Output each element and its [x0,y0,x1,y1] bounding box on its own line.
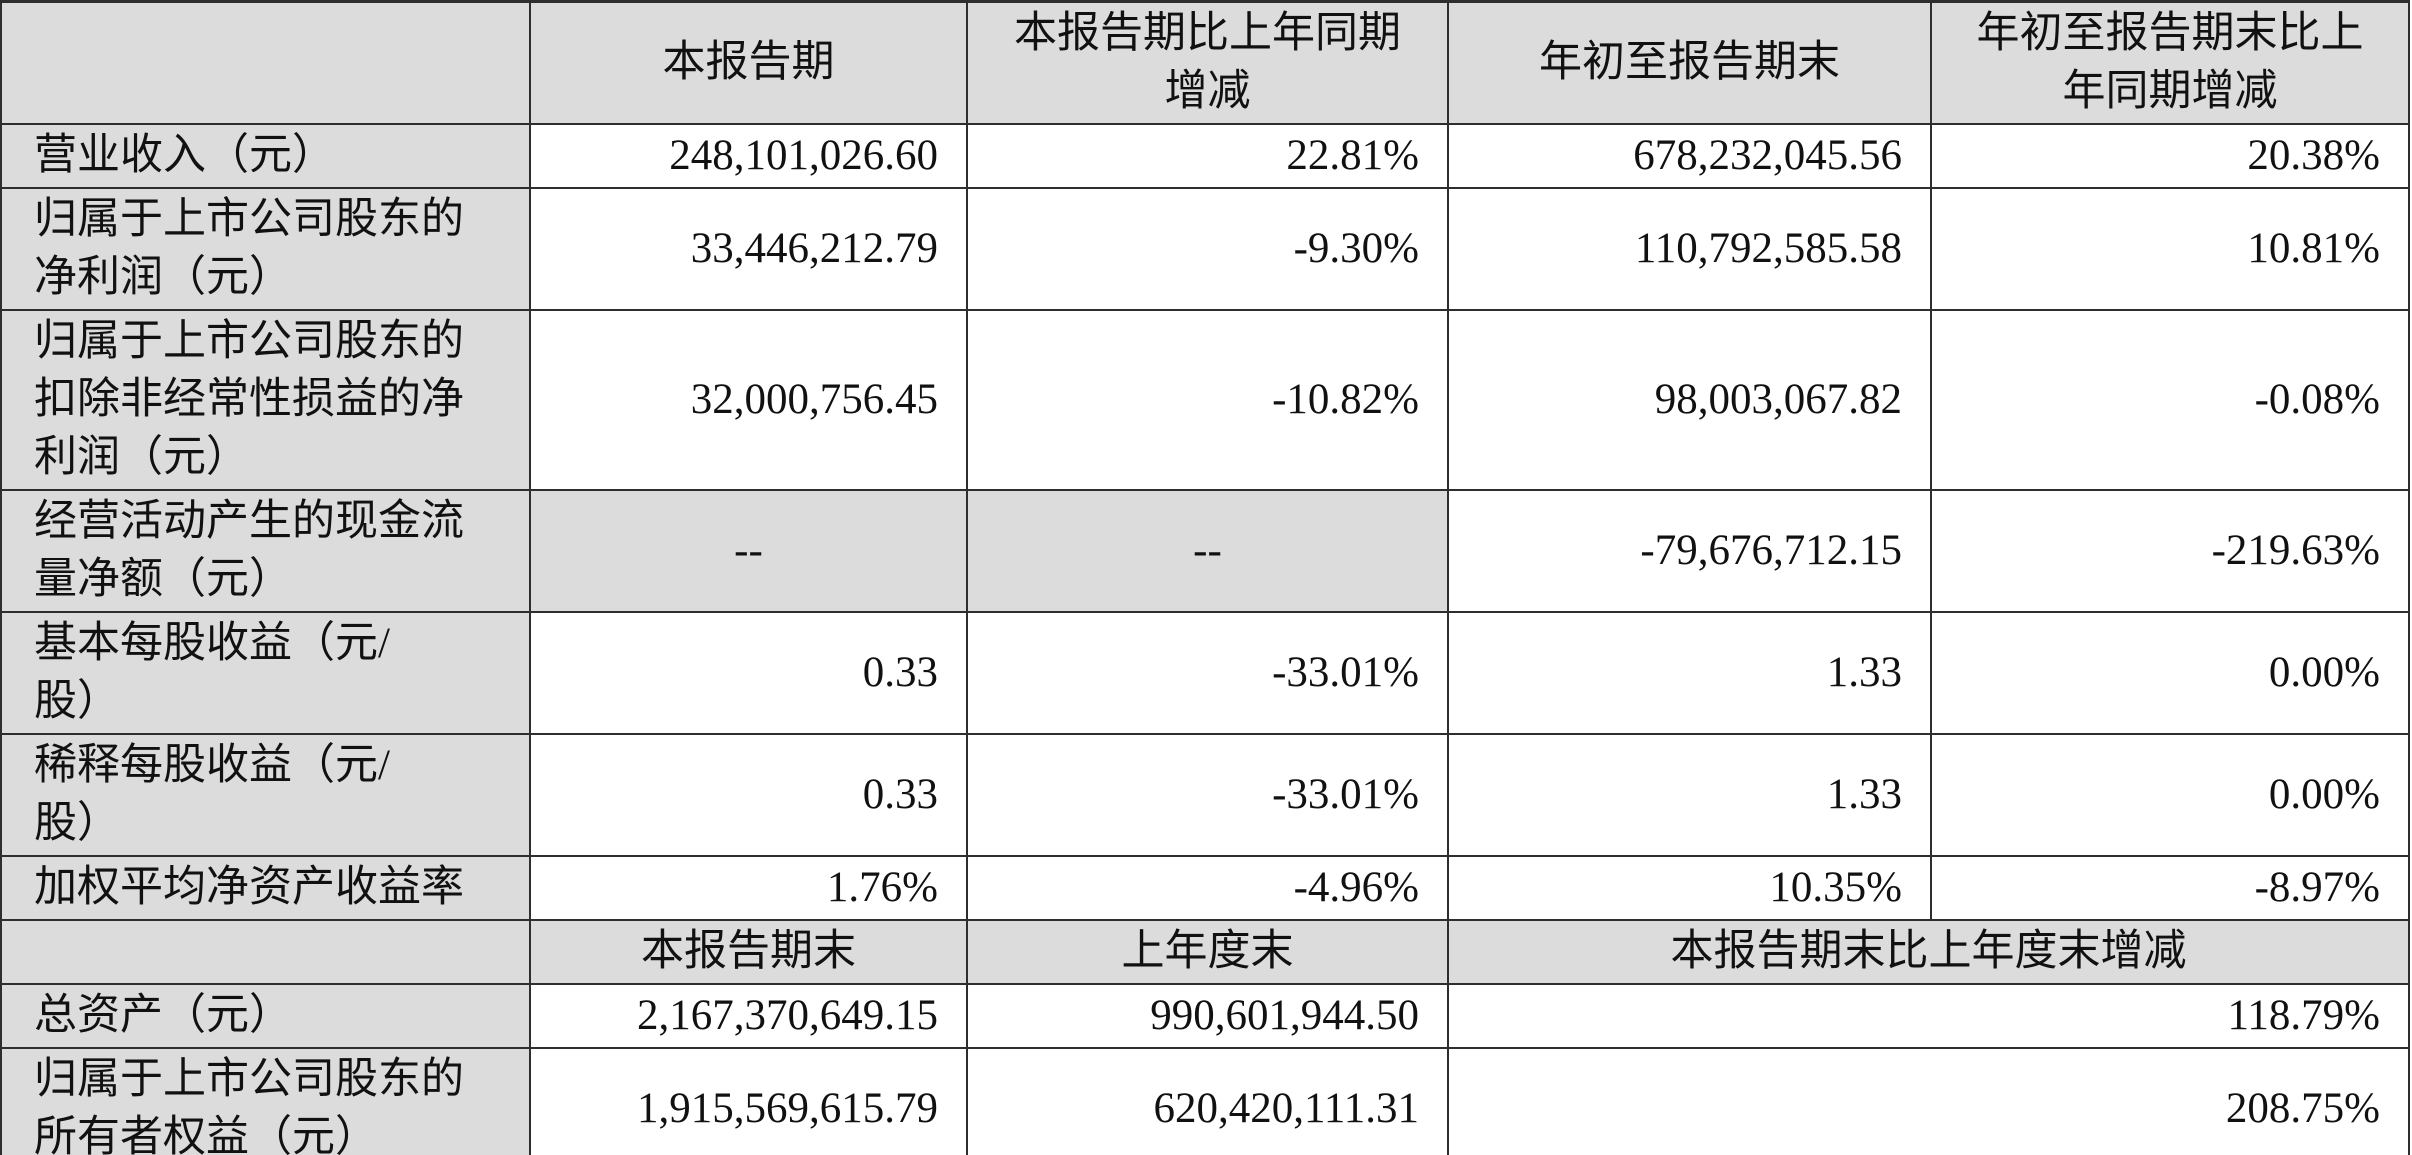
value-change: 118.79% [1447,983,2410,1049]
value-yoy: 22.81% [966,123,1449,189]
row-label: 经营活动产生的现金流 量净额（元） [0,489,531,613]
row-label: 稀释每股收益（元/ 股） [0,733,531,857]
value-end-of-period: 2,167,370,649.15 [529,983,968,1049]
row-diluted-eps: 稀释每股收益（元/ 股） 0.33 -33.01% 1.33 0.00% [0,733,2410,857]
value-ytd: 98,003,067.82 [1447,309,1932,491]
value-change: 208.75% [1447,1047,2410,1155]
value-current: 33,446,212.79 [529,187,968,311]
header-row-1: 本报告期 本报告期比上年同期 增减 年初至报告期末 年初至报告期末比上 年同期增… [0,0,2410,125]
value-end-of-last-year: 990,601,944.50 [966,983,1449,1049]
row-shareholders-equity: 归属于上市公司股东的 所有者权益（元） 1,915,569,615.79 620… [0,1047,2410,1155]
value-ytd: 110,792,585.58 [1447,187,1932,311]
value-current: -- [529,489,968,613]
value-ytd-yoy: 10.81% [1930,187,2410,311]
value-current: 1.76% [529,855,968,921]
value-ytd: 1.33 [1447,733,1932,857]
value-ytd-yoy: -8.97% [1930,855,2410,921]
row-basic-eps: 基本每股收益（元/ 股） 0.33 -33.01% 1.33 0.00% [0,611,2410,735]
row-operating-revenue: 营业收入（元） 248,101,026.60 22.81% 678,232,04… [0,123,2410,189]
value-current: 0.33 [529,611,968,735]
value-yoy: -33.01% [966,611,1449,735]
row-label: 加权平均净资产收益率 [0,855,531,921]
value-yoy: -- [966,489,1449,613]
row-total-assets: 总资产（元） 2,167,370,649.15 990,601,944.50 1… [0,983,2410,1049]
value-yoy: -4.96% [966,855,1449,921]
value-current: 0.33 [529,733,968,857]
value-current: 32,000,756.45 [529,309,968,491]
row-label: 归属于上市公司股东的 扣除非经常性损益的净 利润（元） [0,309,531,491]
header-row-2: 本报告期末 上年度末 本报告期末比上年度末增减 [0,919,2410,985]
value-end-of-period: 1,915,569,615.79 [529,1047,968,1155]
row-net-profit: 归属于上市公司股东的 净利润（元） 33,446,212.79 -9.30% 1… [0,187,2410,311]
header-blank-cell [0,0,531,125]
header-change-vs-last-year-end: 本报告期末比上年度末增减 [1447,919,2410,985]
row-label: 归属于上市公司股东的 所有者权益（元） [0,1047,531,1155]
header-current-period: 本报告期 [529,0,968,125]
header-current-period-yoy: 本报告期比上年同期 增减 [966,0,1449,125]
value-ytd-yoy: -219.63% [1930,489,2410,613]
value-ytd: 10.35% [1447,855,1932,921]
value-ytd-yoy: 20.38% [1930,123,2410,189]
value-current: 248,101,026.60 [529,123,968,189]
value-ytd-yoy: -0.08% [1930,309,2410,491]
value-yoy: -33.01% [966,733,1449,857]
header-blank-cell [0,919,531,985]
header-year-to-date-yoy: 年初至报告期末比上 年同期增减 [1930,0,2410,125]
value-ytd-yoy: 0.00% [1930,733,2410,857]
row-net-profit-excl-nonrecurring: 归属于上市公司股东的 扣除非经常性损益的净 利润（元） 32,000,756.4… [0,309,2410,491]
header-end-of-period: 本报告期末 [529,919,968,985]
header-end-of-last-year: 上年度末 [966,919,1449,985]
row-operating-cash-flow: 经营活动产生的现金流 量净额（元） -- -- -79,676,712.15 -… [0,489,2410,613]
row-label: 总资产（元） [0,983,531,1049]
value-end-of-last-year: 620,420,111.31 [966,1047,1449,1155]
header-year-to-date: 年初至报告期末 [1447,0,1932,125]
value-yoy: -9.30% [966,187,1449,311]
row-weighted-average-roe: 加权平均净资产收益率 1.76% -4.96% 10.35% -8.97% [0,855,2410,921]
value-ytd: 678,232,045.56 [1447,123,1932,189]
value-ytd-yoy: 0.00% [1930,611,2410,735]
value-yoy: -10.82% [966,309,1449,491]
row-label: 归属于上市公司股东的 净利润（元） [0,187,531,311]
value-ytd: -79,676,712.15 [1447,489,1932,613]
row-label: 营业收入（元） [0,123,531,189]
value-ytd: 1.33 [1447,611,1932,735]
row-label: 基本每股收益（元/ 股） [0,611,531,735]
